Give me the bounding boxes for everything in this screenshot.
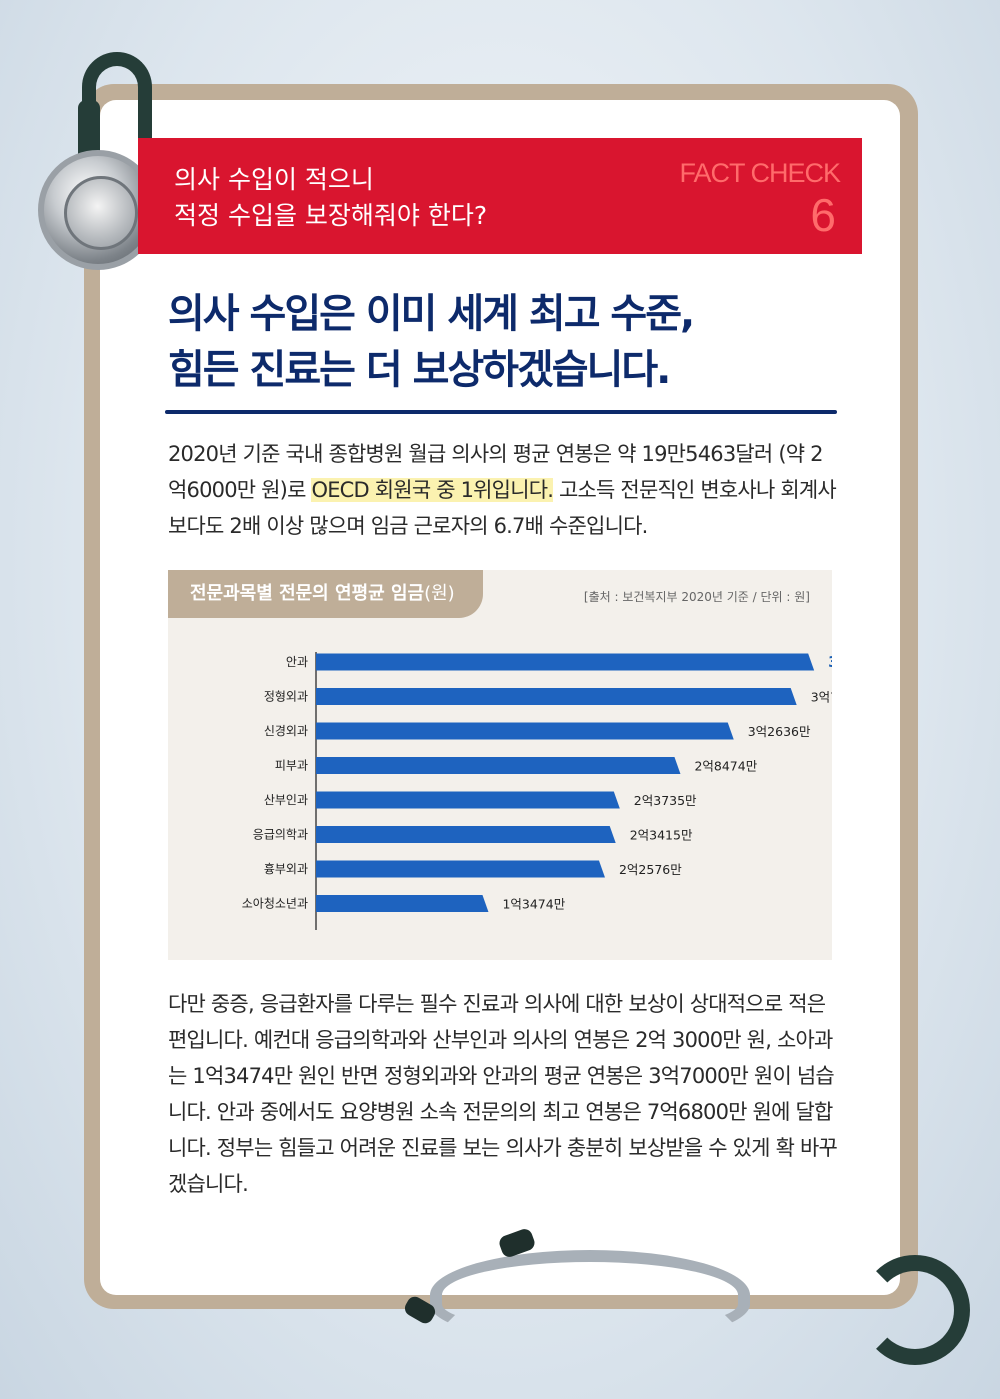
- value-label: 1억3474만: [502, 897, 565, 912]
- headline: 의사 수입은 이미 세계 최고 수준, 힘든 진료는 더 보상하겠습니다.: [168, 286, 848, 398]
- value-label: 2억8474만: [694, 759, 757, 774]
- category-label: 산부인과: [264, 793, 308, 807]
- value-label: 3억8918만: [828, 653, 832, 671]
- chart-source: [출처 : 보건복지부 2020년 기준 / 단위 : 원]: [583, 590, 810, 604]
- banner-question-line2: 적정 수입을 보장해줘야 한다?: [174, 201, 488, 230]
- bar: [316, 826, 616, 843]
- category-label: 소아청소년과: [242, 897, 308, 911]
- value-label: 3억2636만: [748, 724, 811, 739]
- intro-highlight: OECD 회원국 중 1위입니다.: [311, 478, 554, 502]
- chart-title: 전문과목별 전문의 연평균 임금: [190, 583, 425, 604]
- value-label: 3억7554만: [811, 690, 832, 705]
- headline-underline: [165, 410, 837, 414]
- stethoscope-bottom-tube-icon: [860, 1255, 970, 1365]
- headline-line1: 의사 수입은 이미 세계 최고 수준,: [168, 291, 695, 337]
- bar: [316, 791, 620, 809]
- fact-check-banner: 의사 수입이 적으니 적정 수입을 보장해줘야 한다? FACT CHECK 6: [138, 138, 862, 254]
- value-label: 2억2576만: [619, 862, 682, 877]
- headline-line2: 힘든 진료는 더 보상하겠습니다.: [168, 347, 671, 393]
- bar: [316, 757, 681, 774]
- bar: [316, 860, 605, 878]
- category-label: 피부과: [275, 759, 308, 773]
- value-label: 2억3735만: [634, 793, 697, 808]
- fact-check-number: 6: [810, 189, 836, 241]
- intro-text-part2: 고소득 전문직인 변호사나 회계사 보다도 2배 이상 많으며 임금 근로자의 …: [168, 478, 837, 538]
- category-label: 안과: [286, 655, 308, 669]
- category-label: 흉부외과: [264, 862, 308, 876]
- chart-unit: (원): [424, 583, 455, 604]
- banner-question-line1: 의사 수입이 적으니: [174, 165, 374, 194]
- bar: [316, 895, 489, 912]
- chart-title-tab: 전문과목별 전문의 연평균 임금(원): [168, 570, 483, 618]
- stethoscope-binaural-icon: [430, 1250, 750, 1340]
- intro-text-part1: 2020년 기준 국내 종합병원 월급 의사의 평균 연봉은 약 19만5463…: [168, 442, 823, 502]
- bar: [316, 688, 797, 705]
- value-label: 2억3415만: [630, 828, 693, 843]
- category-label: 응급의학과: [253, 828, 308, 842]
- category-label: 신경외과: [264, 724, 308, 738]
- intro-paragraph: 2020년 기준 국내 종합병원 월급 의사의 평균 연봉은 약 19만5463…: [168, 436, 840, 544]
- fact-check-label: FACT CHECK: [679, 158, 841, 188]
- closing-paragraph: 다만 중증, 응급환자를 다루는 필수 진료과 의사에 대한 보상이 상대적으로…: [168, 992, 838, 1196]
- banner-question: 의사 수입이 적으니 적정 수입을 보장해줘야 한다?: [174, 162, 487, 234]
- bar: [316, 653, 815, 671]
- bar: [316, 722, 734, 740]
- category-label: 정형외과: [264, 690, 308, 704]
